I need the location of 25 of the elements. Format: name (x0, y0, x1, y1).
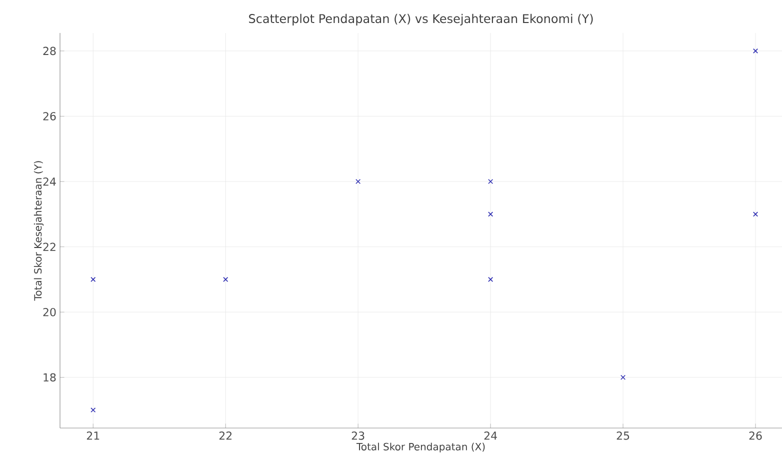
y-tick-label: 20 (43, 308, 56, 316)
x-tick-label: 22 (219, 432, 232, 440)
point (488, 179, 494, 184)
chart-title: Scatterplot Pendapatan (X) vs Kesejahteraan Ekonomi (Y) (249, 14, 593, 26)
y-tick-label: 26 (43, 112, 56, 120)
y-tick-label: 18 (44, 373, 56, 382)
point (356, 179, 361, 184)
point (488, 212, 494, 217)
point (90, 408, 96, 413)
y-axis-title: Total Skor Kesejahteraan (Y) (34, 161, 44, 301)
x-axis-title: Total Skor Pendapatan (X) (356, 442, 485, 452)
point (90, 276, 96, 282)
x-tick-label: 23 (352, 432, 364, 440)
point (752, 212, 758, 217)
y-tick-label: 24 (43, 177, 56, 186)
x-tick-label: 25 (616, 432, 630, 440)
y-tick-label: 28 (43, 46, 56, 56)
point (488, 276, 494, 282)
point (620, 374, 626, 380)
point (223, 276, 228, 282)
point (752, 48, 758, 54)
x-tick-label: 26 (749, 432, 762, 440)
y-tick-label: 22 (43, 242, 56, 251)
x-tick-label: 21 (86, 432, 100, 440)
x-tick-label: 24 (484, 432, 497, 440)
